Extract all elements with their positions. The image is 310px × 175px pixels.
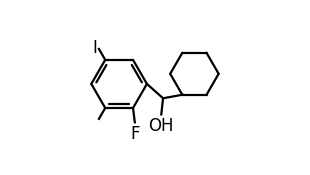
Text: F: F — [130, 125, 140, 143]
Text: OH: OH — [148, 117, 174, 135]
Text: I: I — [92, 39, 97, 57]
